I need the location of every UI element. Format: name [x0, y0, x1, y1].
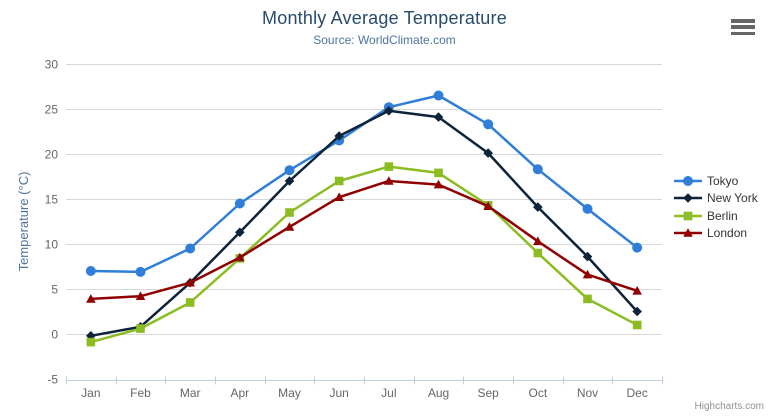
y-axis-label: 0 [51, 328, 58, 342]
x-axis-label: Jun [329, 386, 348, 400]
y-axis-label: 15 [45, 193, 59, 207]
series-marker-berlin [136, 324, 145, 333]
chart-subtitle: Source: WorldClimate.com [313, 33, 456, 47]
y-axis-label: 20 [45, 148, 59, 162]
x-axis-label: Mar [180, 386, 201, 400]
series-marker-new-york [86, 331, 96, 341]
series-marker-london [384, 176, 394, 185]
series-marker-berlin [334, 176, 344, 186]
series-marker-new-york [632, 306, 642, 317]
series-marker-new-york [384, 106, 394, 116]
y-axis-label: 25 [45, 103, 59, 117]
series-line-berlin [89, 165, 639, 344]
legend-item-london[interactable]: London [674, 225, 758, 243]
series-marker-tokyo [284, 165, 295, 176]
series-marker-london [284, 222, 295, 231]
series-marker-berlin [384, 162, 394, 171]
x-axis-label: Jul [381, 386, 396, 400]
y-axis-label: -5 [47, 373, 58, 387]
x-axis-label: Jan [81, 386, 100, 400]
series-marker-new-york [483, 148, 493, 158]
x-axis-label: Dec [626, 386, 647, 400]
series-marker-tokyo [532, 164, 543, 175]
credits-link[interactable]: Highcharts.com [694, 401, 764, 412]
x-axis-label: Apr [230, 386, 249, 400]
legend-item-tokyo[interactable]: Tokyo [674, 172, 758, 190]
series-marker-tokyo [483, 119, 494, 130]
x-axis-label: Aug [428, 386, 449, 400]
chart-title: Monthly Average Temperature [262, 8, 507, 28]
legend-item-label: Berlin [707, 208, 738, 223]
series-marker-london [135, 291, 146, 300]
series-marker-london [334, 192, 344, 201]
series-marker-berlin [185, 298, 195, 307]
series-marker-tokyo [433, 90, 444, 101]
series-marker-london [235, 252, 245, 262]
series-marker-tokyo [135, 266, 146, 277]
series-marker-berlin [583, 294, 592, 304]
legend-item-new-york[interactable]: New York [674, 190, 758, 208]
series-marker-london [86, 294, 96, 303]
legend-item-label: Tokyo [707, 173, 739, 188]
series-marker-london [433, 179, 444, 189]
series-marker-berlin [632, 320, 642, 330]
series-marker-berlin [434, 168, 443, 178]
series-marker-tokyo [185, 243, 196, 254]
series-marker-new-york [334, 131, 344, 141]
series-line-london [89, 179, 639, 301]
series-marker-london [632, 286, 642, 295]
series-marker-new-york [582, 251, 593, 262]
y-axis-label: 30 [45, 58, 59, 72]
square-legend-marker-icon [674, 211, 702, 221]
series-marker-new-york [235, 227, 245, 238]
series-marker-new-york [533, 202, 543, 212]
hamburger-icon [731, 25, 755, 29]
series-line-tokyo [89, 94, 639, 274]
series-marker-tokyo [582, 203, 593, 214]
series-line-new-york [89, 109, 639, 338]
y-axis-label: 5 [51, 283, 58, 297]
legend-item-label: London [707, 226, 748, 241]
legend-item-label: New York [707, 191, 758, 206]
series-marker-london [185, 277, 195, 287]
hamburger-icon [731, 19, 755, 23]
x-axis-label: Nov [577, 386, 598, 400]
y-axis-label: 10 [45, 238, 59, 252]
diamond-legend-marker-icon [674, 193, 702, 204]
x-axis-label: Feb [130, 386, 151, 400]
series-marker-new-york [284, 176, 295, 186]
series-marker-tokyo [234, 198, 245, 209]
series-marker-berlin [86, 337, 96, 347]
series-marker-new-york [433, 112, 444, 122]
circle-legend-marker-icon [674, 175, 702, 186]
x-axis-label: Oct [528, 386, 547, 400]
legend-item-berlin[interactable]: Berlin [674, 207, 758, 225]
series-marker-tokyo [85, 266, 96, 276]
series-marker-london [483, 201, 493, 210]
x-axis-label: Sep [477, 386, 499, 400]
series-marker-london [533, 236, 543, 246]
triangle-legend-marker-icon [674, 228, 702, 238]
series-marker-berlin [533, 248, 543, 258]
y-axis-title: Temperature (°C) [16, 172, 31, 272]
legend: Tokyo New York Berlin London [674, 172, 758, 242]
series-marker-tokyo [632, 242, 643, 253]
series-marker-berlin [285, 208, 294, 217]
x-axis-label: May [278, 386, 301, 400]
context-menu-button[interactable] [729, 17, 757, 41]
series-marker-london [582, 269, 593, 279]
hamburger-icon [731, 31, 755, 36]
